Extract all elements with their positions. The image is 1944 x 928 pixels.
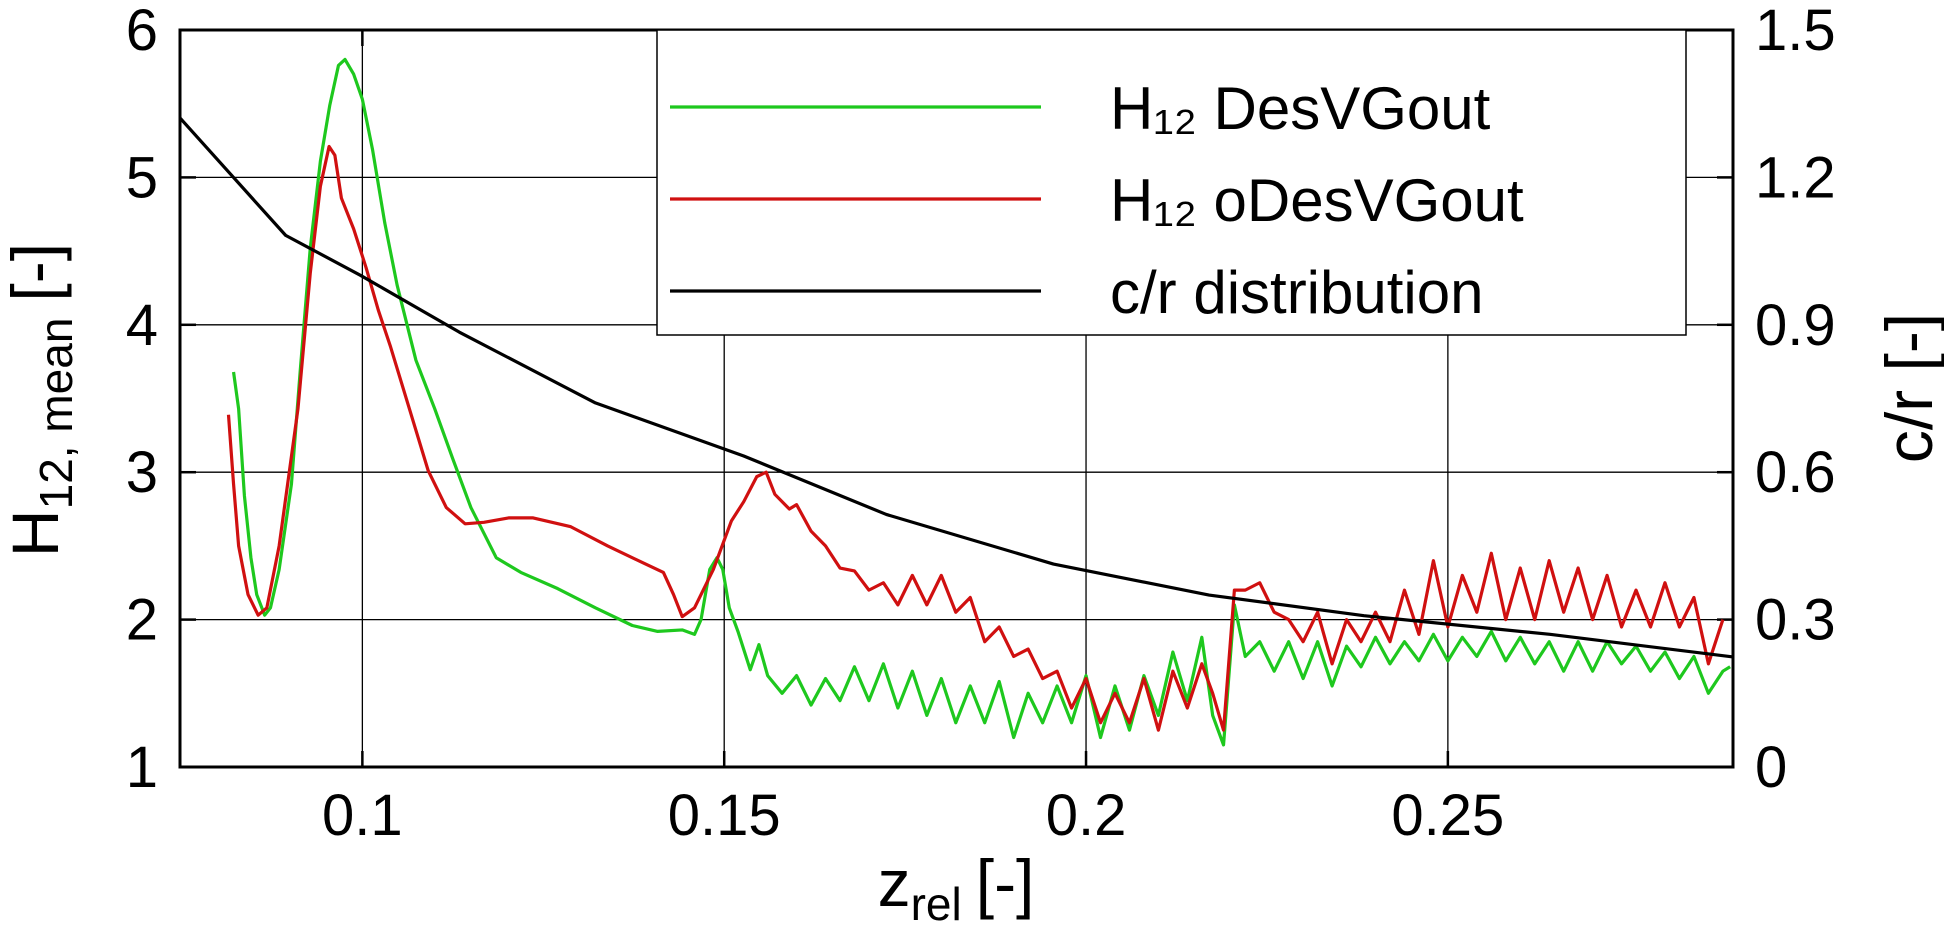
x-tick-label: 0.2 [1046,783,1127,848]
series-line [231,57,1731,747]
x-tick-label: 0.25 [1391,783,1504,848]
y2-tick-label: 0 [1755,735,1787,800]
y2-tick-label: 0.3 [1755,588,1836,653]
y2-tick-label: 0.6 [1755,440,1836,505]
x-axis-label: zrel [-] [878,846,1035,928]
legend-label: H₁₂ oDesVGout [1110,167,1524,234]
legend-label: H₁₂ DesVGout [1110,75,1491,142]
y-tick-label: 3 [126,440,158,505]
legend-label: c/r distribution [1110,259,1483,326]
x-label-sub: rel [911,878,962,928]
y-tick-label: 4 [126,293,158,358]
x-label-unit: [-] [976,846,1035,920]
y-tick-label: 1 [126,735,158,800]
y-tick-label: 5 [126,145,158,210]
y-label-main: H [0,509,72,557]
y2-tick-label: 1.2 [1755,145,1836,210]
y-tick-label: 6 [126,0,158,63]
legend-box [656,29,1687,336]
y2-tick-label: 1.5 [1755,0,1836,63]
x-label-main: z [878,846,911,920]
series-line [178,116,1734,659]
x-tick-label: 0.15 [668,783,781,848]
y-label-sub: 12, mean [30,318,82,510]
y2-axis-label: c/r [-] [1872,313,1944,463]
y-tick-label: 2 [126,588,158,653]
y2-tick-label: 0.9 [1755,293,1836,358]
y-axis-label: H12, mean [-] [0,243,82,557]
y-label-unit: [-] [0,243,72,302]
x-tick-label: 0.1 [322,783,403,848]
series-line [226,144,1725,732]
